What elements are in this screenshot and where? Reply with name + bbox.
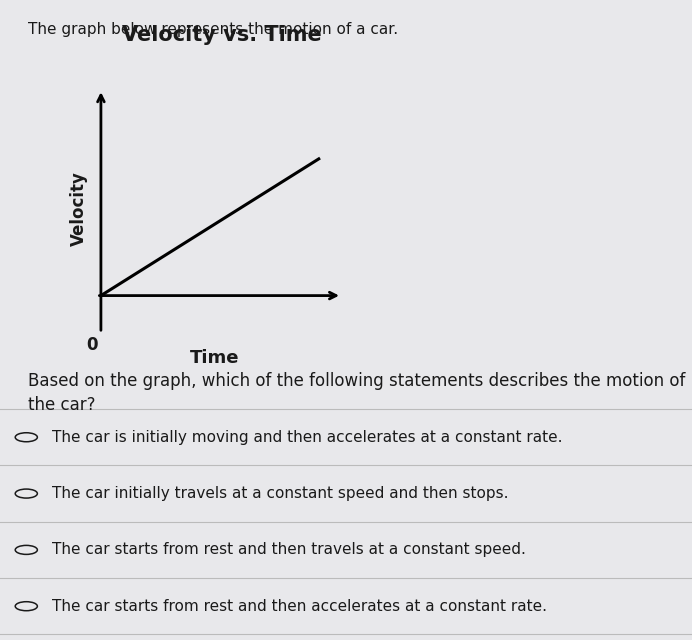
Text: The car is initially moving and then accelerates at a constant rate.: The car is initially moving and then acc… [52, 429, 563, 445]
Text: Time: Time [190, 349, 239, 367]
Text: Based on the graph, which of the following statements describes the motion of
th: Based on the graph, which of the followi… [28, 372, 685, 414]
Text: Velocity: Velocity [70, 171, 88, 246]
Text: The car starts from rest and then travels at a constant speed.: The car starts from rest and then travel… [52, 542, 526, 557]
Text: The car starts from rest and then accelerates at a constant rate.: The car starts from rest and then accele… [52, 598, 547, 614]
Text: Velocity vs. Time: Velocity vs. Time [122, 24, 321, 45]
Text: 0: 0 [86, 336, 98, 354]
Text: The car initially travels at a constant speed and then stops.: The car initially travels at a constant … [52, 486, 509, 501]
Text: The graph below represents the motion of a car.: The graph below represents the motion of… [28, 22, 398, 37]
